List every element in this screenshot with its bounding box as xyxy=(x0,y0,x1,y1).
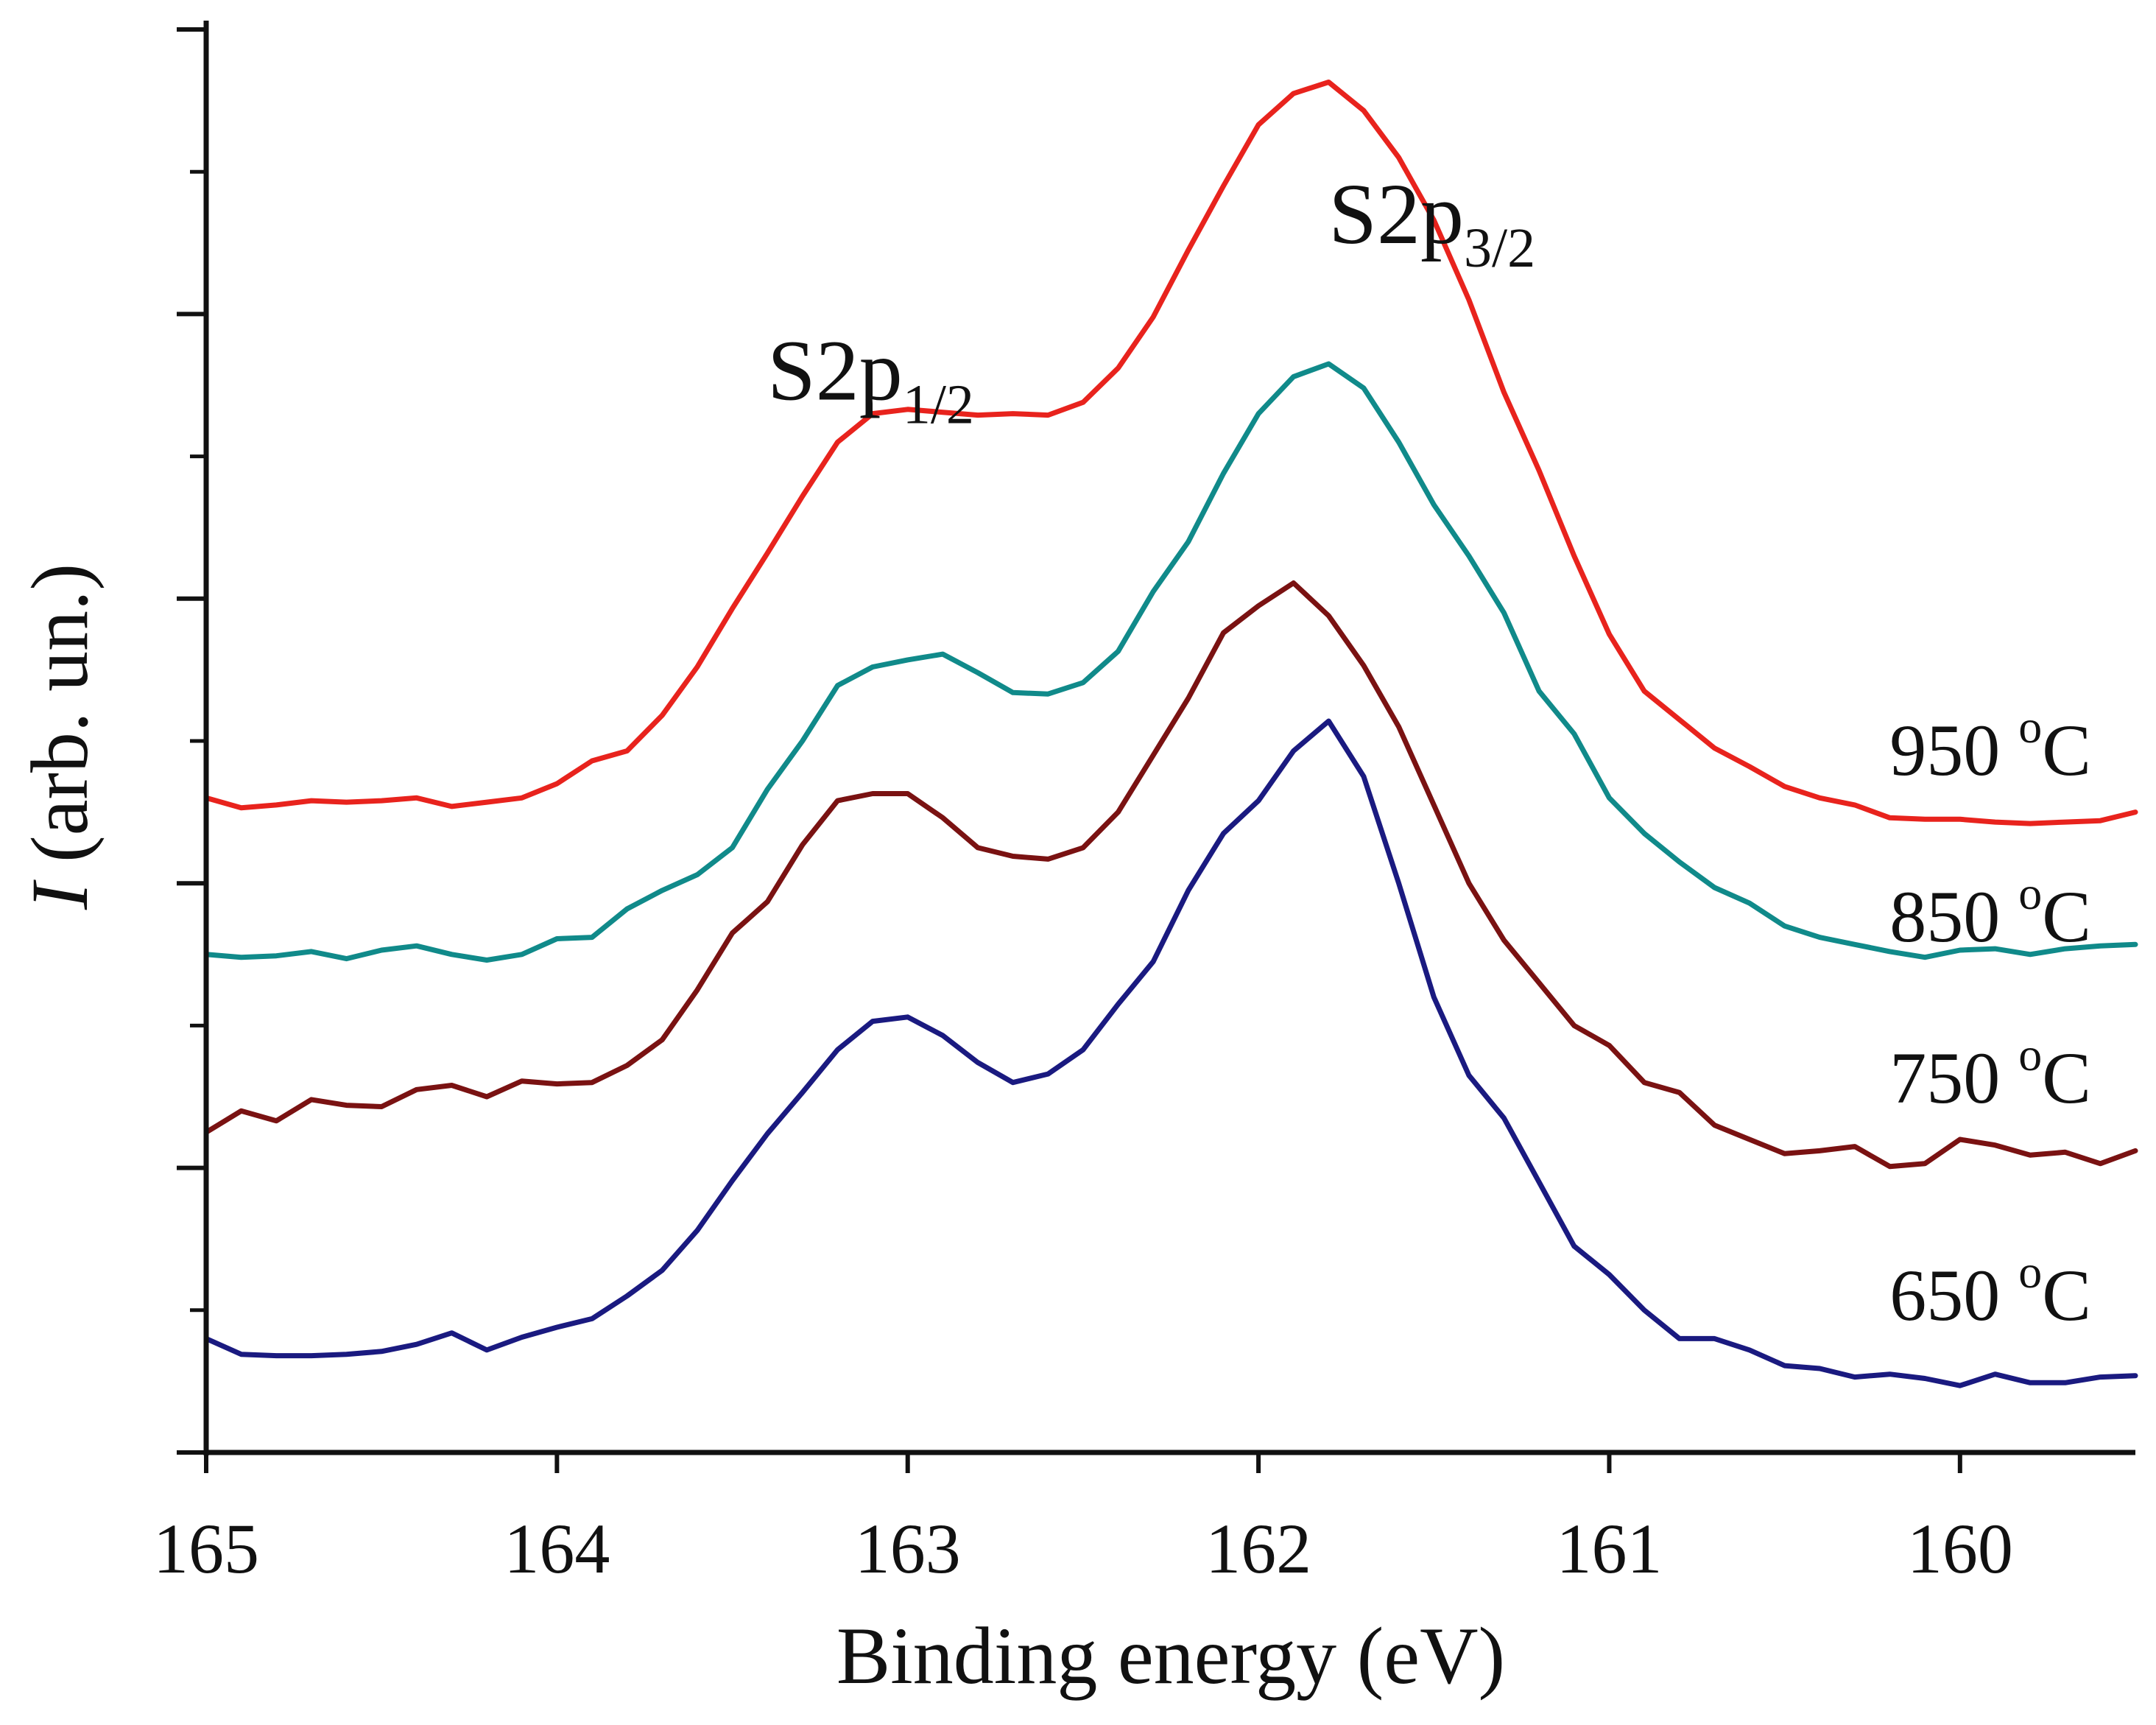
series-label-value: 750 xyxy=(1889,1037,2018,1119)
x-tick-label: 161 xyxy=(1556,1509,1662,1588)
peak-label-s2p12: S2p1/2 xyxy=(767,322,974,435)
y-ticks xyxy=(177,27,206,1455)
series-label-unit: C xyxy=(2042,1037,2091,1119)
y-axis-title-unit: (arb. un.) xyxy=(15,563,105,883)
series-label-degree: o xyxy=(2018,1246,2042,1298)
series-label-degree: o xyxy=(2018,867,2042,919)
x-ticks: 165 164 163 162 161 160 xyxy=(153,1452,2013,1588)
series-label-unit: C xyxy=(2042,1254,2091,1336)
x-tick-label: 163 xyxy=(855,1509,961,1588)
series-line-750 xyxy=(203,580,2138,1170)
x-tick-label: 162 xyxy=(1205,1509,1311,1588)
series-label-degree: o xyxy=(2018,1028,2042,1081)
peak-label-base: S2p xyxy=(767,322,903,418)
peak-label-subscript: 3/2 xyxy=(1464,217,1535,279)
series-line-950 xyxy=(203,80,2138,826)
series-label-value: 850 xyxy=(1889,876,2018,958)
x-tick-label: 165 xyxy=(153,1509,259,1588)
series-label-unit: C xyxy=(2042,709,2091,791)
series-label-value: 650 xyxy=(1889,1254,2018,1336)
x-axis-title: Binding energy (eV) xyxy=(836,1611,1505,1701)
series-label-650: 650 oC xyxy=(1889,1246,2091,1336)
series-label-750: 750 oC xyxy=(1889,1028,2091,1119)
series-line-650 xyxy=(203,718,2138,1388)
series-label-value: 950 xyxy=(1889,709,2018,791)
series-layer xyxy=(203,80,2138,1388)
x-tick-label: 160 xyxy=(1907,1509,2013,1588)
y-axis-title-symbol: I xyxy=(15,879,105,910)
series-label-degree: o xyxy=(2018,700,2042,753)
y-axis-title: I (arb. un.) xyxy=(15,563,105,910)
axes xyxy=(203,21,2135,1455)
series-line-850 xyxy=(203,361,2138,963)
peak-label-s2p32: S2p3/2 xyxy=(1328,166,1535,279)
series-label-950: 950 oC xyxy=(1889,700,2091,791)
peak-label-base: S2p xyxy=(1328,166,1464,262)
series-label-unit: C xyxy=(2042,876,2091,958)
series-label-850: 850 oC xyxy=(1889,867,2091,958)
x-tick-label: 164 xyxy=(504,1509,610,1588)
peak-label-subscript: 1/2 xyxy=(903,373,974,435)
